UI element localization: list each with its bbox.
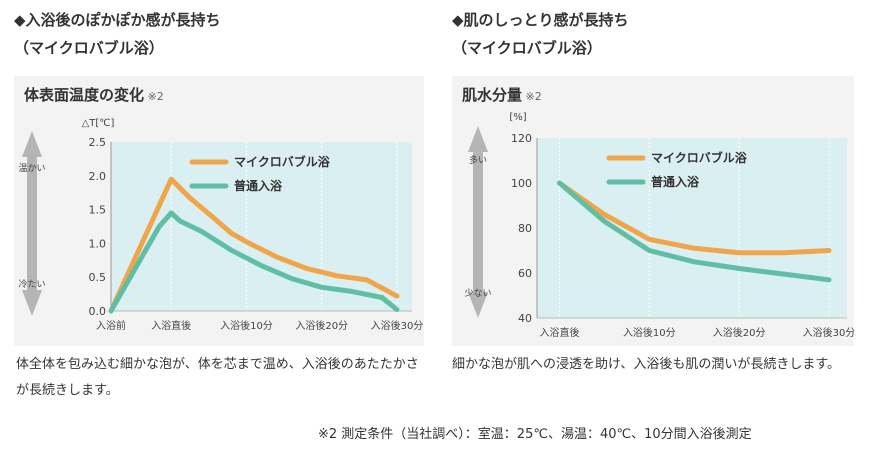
y-tick-label: 40 bbox=[518, 312, 532, 325]
legend-label: 普通入浴 bbox=[651, 174, 700, 189]
series-line-microbubble bbox=[557, 180, 832, 256]
section-right: ◆肌のしっとり感が長持ち （マイクロバブル浴） 肌水分量 ※2 多い少ない 40 60… bbox=[452, 0, 872, 372]
section-subheading: （マイクロバブル浴） bbox=[14, 39, 164, 57]
x-tick-label: 入浴後10分 bbox=[623, 326, 676, 339]
section-heading: ◆入浴後のぽかぽか感が長持ち bbox=[14, 11, 221, 29]
series-line-microbubble bbox=[108, 176, 400, 314]
section-heading: ◆肌のしっとり感が長持ち bbox=[452, 11, 629, 29]
y-tick-label: 1.5 bbox=[89, 204, 107, 217]
legend-label: 普通入浴 bbox=[234, 178, 283, 193]
x-tick-label: 入浴直後 bbox=[539, 326, 579, 339]
footnote: ※2 測定条件（当社調べ）：室温：25℃、湯温：40℃、10分間入浴後測定 bbox=[318, 427, 752, 442]
chart-title: 体表面温度の変化 ※2 bbox=[24, 86, 164, 104]
double-arrow-icon bbox=[22, 131, 42, 316]
y-tick-label: 80 bbox=[518, 222, 532, 235]
section-description: 体全体を包み込む細かな泡が、体を芯まで温め、入浴後のあたたかさが長続きします。 bbox=[16, 357, 419, 398]
double-arrow-icon bbox=[468, 126, 488, 318]
series-line-normal bbox=[108, 210, 400, 314]
y-tick-label: 120 bbox=[511, 132, 532, 145]
series-line-normal bbox=[557, 180, 832, 283]
section-description: 細かな泡が肌への浸透を助け、入浴後も肌の潤いが長続きします。 bbox=[452, 357, 841, 372]
chart-title-note: ※2 bbox=[144, 90, 164, 103]
y-tick-label: 0.0 bbox=[89, 305, 107, 318]
chart-title-text: 肌水分量 bbox=[462, 86, 522, 104]
chart-panel-moisture: 肌水分量 ※2 多い少ない 40 60 80 100 120 [%] 入浴直後 入浴後10分 入浴後… bbox=[452, 76, 854, 346]
y-tick-label: 100 bbox=[511, 177, 532, 190]
y-axis-label: △T[℃] bbox=[82, 118, 115, 129]
chart-title-text: 体表面温度の変化 bbox=[24, 86, 144, 104]
legend-label: マイクロバブル浴 bbox=[651, 150, 748, 165]
x-tick-label: 入浴後30分 bbox=[803, 326, 854, 339]
y-tick-label: 2.5 bbox=[89, 136, 107, 149]
x-tick-label: 入浴後30分 bbox=[371, 319, 424, 332]
x-tick-label: 入浴後20分 bbox=[713, 326, 766, 339]
arrow-label-bottom: 少ない bbox=[464, 288, 491, 299]
arrow-label-top: 温かい bbox=[18, 163, 45, 174]
x-tick-label: 入浴直後 bbox=[151, 319, 191, 332]
chart-title-note: ※2 bbox=[522, 90, 542, 103]
y-tick-label: 60 bbox=[518, 267, 532, 280]
x-tick-label: 入浴後10分 bbox=[220, 319, 273, 332]
x-tick-label: 入浴後20分 bbox=[295, 319, 348, 332]
section-subheading: （マイクロバブル浴） bbox=[452, 39, 602, 57]
arrow-label-bottom: 冷たい bbox=[18, 278, 45, 290]
y-axis-label: [%] bbox=[509, 112, 526, 123]
y-tick-label: 0.5 bbox=[89, 271, 107, 284]
chart-panel-temperature: 体表面温度の変化 ※2 温かい冷たい 0.0 0.5 1.0 1.5 2.0 2.5 △T[℃]… bbox=[14, 76, 424, 346]
arrow-label-top: 多い bbox=[469, 154, 487, 166]
chart-title: 肌水分量 ※2 bbox=[462, 86, 542, 104]
y-tick-label: 1.0 bbox=[89, 237, 107, 250]
y-tick-label: 2.0 bbox=[89, 170, 107, 183]
section-left: ◆入浴後のぽかぽか感が長持ち （マイクロバブル浴） 体表面温度の変化 ※2 温かい… bbox=[14, 0, 434, 398]
x-tick-label: 入浴前 bbox=[96, 319, 126, 332]
legend-label: マイクロバブル浴 bbox=[234, 154, 331, 169]
plot-area bbox=[537, 138, 847, 318]
